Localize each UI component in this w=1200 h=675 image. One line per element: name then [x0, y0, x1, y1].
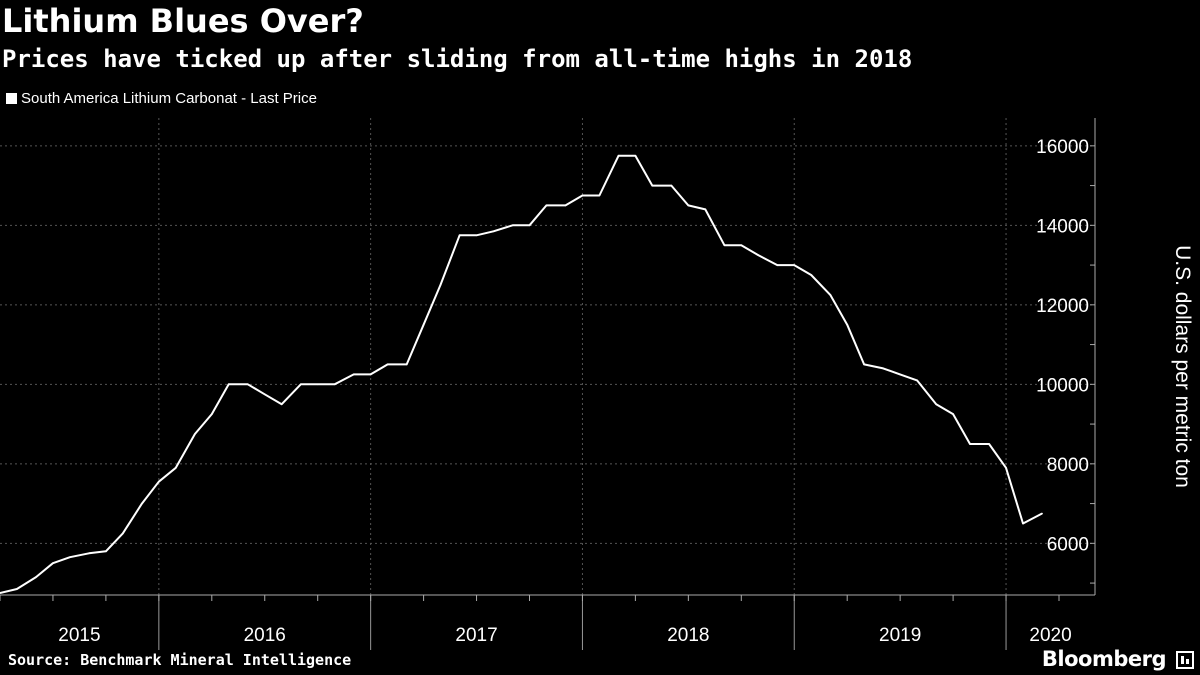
data-point [776, 264, 779, 266]
data-point [439, 284, 442, 286]
data-point [723, 244, 726, 246]
data-point [316, 383, 319, 386]
data-point [211, 413, 213, 415]
data-point [863, 363, 865, 366]
chart-title: Lithium Blues Over? [2, 2, 364, 40]
data-point [263, 393, 266, 396]
data-point [227, 383, 230, 386]
data-point [651, 184, 654, 187]
data-point [581, 194, 584, 197]
data-point [545, 204, 548, 207]
y-tick-label: 10000 [1036, 375, 1089, 396]
data-point [300, 383, 302, 386]
data-point [158, 480, 160, 483]
data-point [194, 433, 196, 435]
data-point [492, 230, 495, 233]
data-point [988, 443, 990, 445]
y-tick-label: 8000 [1047, 455, 1089, 476]
data-point [634, 155, 637, 157]
data-point [122, 532, 124, 535]
data-point [422, 323, 425, 326]
data-point [280, 403, 283, 406]
data-point [793, 264, 795, 266]
data-point [916, 379, 918, 382]
chart-subtitle: Prices have ticked up after sliding from… [2, 45, 913, 73]
data-point [952, 413, 954, 415]
data-point [333, 383, 336, 386]
data-point [704, 208, 707, 211]
y-tick-label: 14000 [1036, 216, 1089, 237]
data-point [405, 363, 408, 366]
data-point [35, 576, 37, 578]
x-tick-label: 2017 [455, 625, 497, 646]
data-point [829, 294, 832, 296]
data-point [846, 323, 848, 326]
bloomberg-terminal-icon [1176, 651, 1194, 669]
data-point [369, 373, 372, 376]
data-point [16, 588, 18, 590]
data-point [810, 274, 812, 276]
data-point [1022, 522, 1024, 525]
data-point [1005, 467, 1007, 469]
y-tick-label: 6000 [1047, 534, 1089, 555]
data-point [69, 556, 71, 558]
data-point [475, 234, 478, 237]
data-point [882, 367, 884, 370]
legend-label: South America Lithium Carbonat - Last Pr… [21, 90, 317, 107]
data-point [670, 184, 673, 187]
data-point [247, 383, 249, 386]
x-tick-label: 2016 [244, 625, 286, 646]
data-point [88, 552, 90, 555]
data-point [564, 204, 567, 207]
data-point [352, 373, 355, 376]
data-point [598, 194, 601, 197]
data-point [740, 244, 743, 246]
data-point [969, 443, 971, 445]
data-point [511, 224, 514, 227]
bloomberg-logo: Bloomberg [1041, 647, 1167, 671]
data-point [899, 373, 901, 376]
data-point [141, 502, 143, 505]
data-point [0, 592, 1, 594]
y-tick-label: 16000 [1036, 137, 1089, 158]
x-tick-label: 2020 [1029, 625, 1071, 646]
data-point [458, 234, 461, 237]
source-note: Source: Benchmark Mineral Intelligence [8, 651, 352, 669]
data-point [935, 403, 937, 406]
x-tick-label: 2015 [58, 625, 100, 646]
x-tick-label: 2018 [667, 625, 709, 646]
x-tick-label: 2019 [879, 625, 921, 646]
data-point [52, 562, 54, 564]
data-point [105, 550, 107, 553]
data-point [617, 155, 620, 157]
legend-swatch [6, 93, 17, 104]
data-point [175, 467, 177, 469]
data-point [1041, 512, 1043, 515]
data-point [386, 363, 389, 366]
data-point [687, 204, 690, 207]
data-point [528, 224, 531, 227]
y-tick-label: 12000 [1036, 296, 1089, 317]
y-axis-title: U.S. dollars per metric ton [1171, 245, 1194, 488]
series-line [0, 154, 1043, 594]
legend: South America Lithium Carbonat - Last Pr… [6, 90, 317, 107]
data-point [757, 254, 759, 256]
